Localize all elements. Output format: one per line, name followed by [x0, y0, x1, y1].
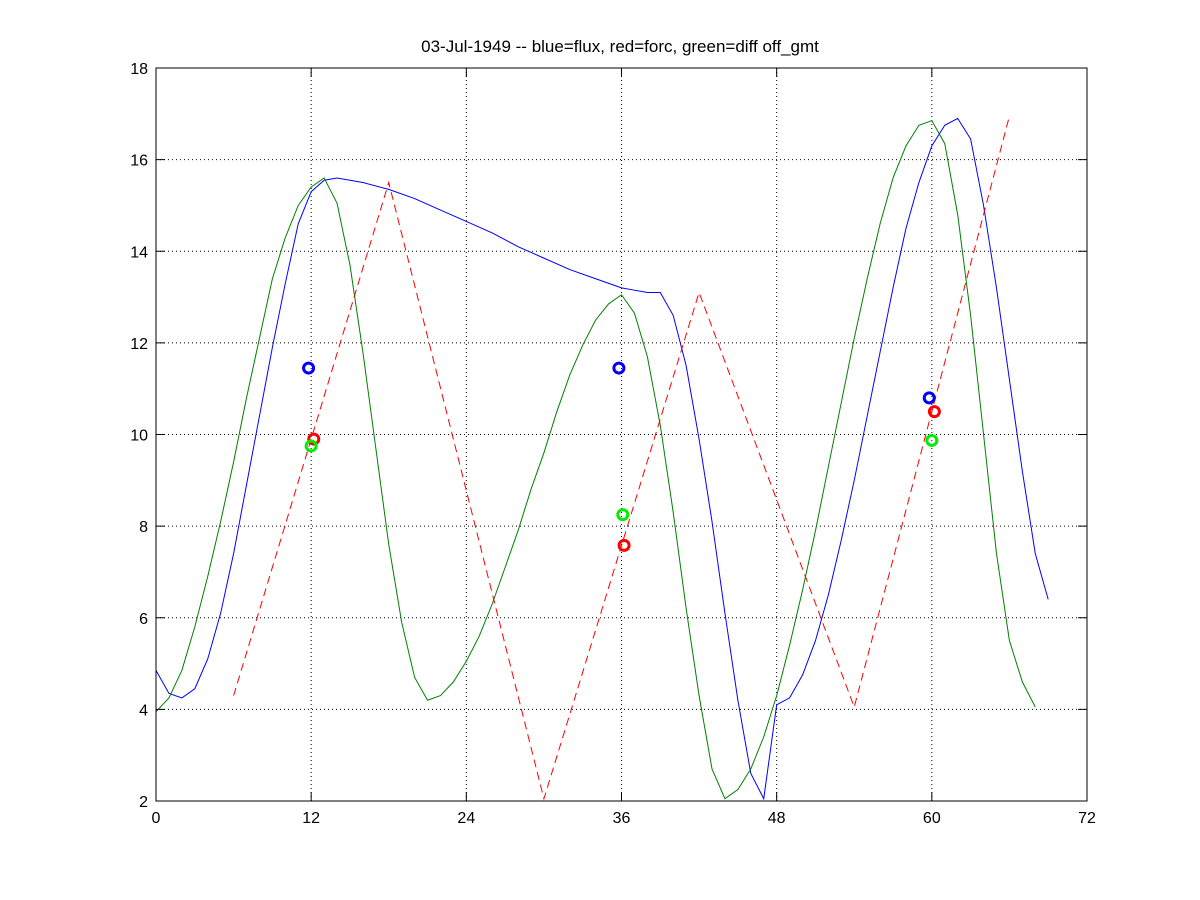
y-tick-label: 14: [130, 244, 148, 261]
data-point-marker: [927, 405, 941, 419]
y-tick-label: 12: [130, 336, 148, 353]
x-tick-label: 48: [768, 810, 786, 827]
data-point-marker: [304, 439, 318, 453]
data-point-marker: [302, 361, 316, 375]
y-tick-label: 4: [139, 702, 148, 719]
series-line-2: [233, 115, 1010, 801]
y-tick-label: 8: [139, 519, 148, 536]
series-line-0: [155, 117, 1049, 801]
data-point-marker: [616, 508, 630, 522]
x-tick-label: 36: [613, 810, 631, 827]
y-tick-label: 16: [130, 153, 148, 170]
y-tick-label: 6: [139, 611, 148, 628]
data-point-marker: [612, 361, 626, 375]
y-tick-label: 10: [130, 428, 148, 445]
chart-title: 03-Jul-1949 -- blue=flux, red=forc, gree…: [421, 37, 819, 56]
data-point-marker: [307, 432, 321, 446]
x-tick-label: 72: [1078, 810, 1096, 827]
data-point-marker: [617, 538, 631, 552]
y-tick-label: 18: [130, 61, 148, 78]
y-tick-label: 2: [139, 794, 148, 811]
data-point-marker: [922, 391, 936, 405]
x-tick-label: 0: [152, 810, 161, 827]
series-line-1: [155, 120, 1036, 800]
x-tick-label: 12: [302, 810, 320, 827]
data-point-marker: [925, 433, 939, 447]
x-tick-label: 24: [457, 810, 475, 827]
x-tick-label: 60: [923, 810, 941, 827]
